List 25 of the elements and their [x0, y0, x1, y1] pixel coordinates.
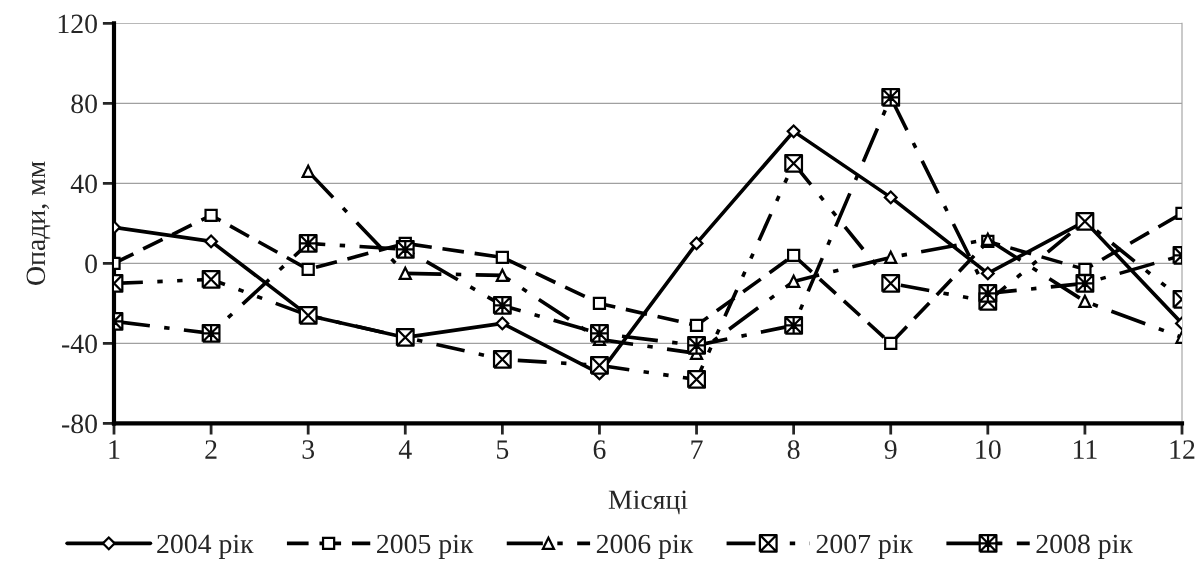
x-tick-label: 7	[691, 440, 703, 459]
x-tick-label: 11	[1073, 440, 1097, 459]
x-tick-label: 2	[205, 440, 217, 459]
legend-label: 2006 рік	[596, 534, 694, 559]
x-tick-label: 5	[497, 440, 509, 459]
x-tick-label: 6	[593, 440, 606, 459]
y-tick-label: 80	[71, 94, 97, 114]
legend-label: 2004 рік	[157, 534, 254, 559]
y-tick-label: 0	[85, 254, 97, 274]
x-tick-label: 9	[884, 440, 897, 459]
x-tick-label: 10	[976, 440, 1001, 459]
y-axis-title: Опади, мм	[26, 161, 51, 285]
y-tick-label: 120	[58, 14, 97, 34]
legend-label: 2007 рік	[816, 534, 914, 559]
x-tick-label: 8	[787, 440, 800, 459]
x-tick-label: 4	[398, 440, 412, 459]
x-axis-title: Місяці	[608, 490, 688, 515]
y-tick-label: -80	[62, 414, 97, 434]
x-tick-label: 3	[302, 440, 315, 459]
x-tick-label: 1	[109, 440, 120, 459]
x-tick-label: 12	[1170, 440, 1195, 459]
y-tick-label: -40	[62, 334, 97, 354]
y-tick-label: 40	[70, 174, 97, 194]
legend-label: 2008 рік	[1036, 534, 1133, 559]
legend-label: 2005 рік	[377, 534, 474, 559]
